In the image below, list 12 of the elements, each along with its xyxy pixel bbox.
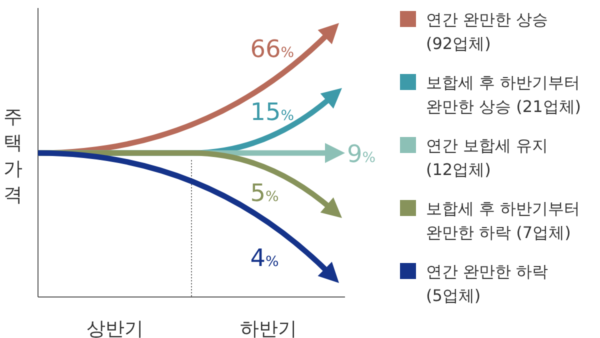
series: 5% — [38, 150, 342, 218]
data-label: 5% — [250, 179, 279, 207]
legend-label: 연간 완만한 상승 (92업체) — [426, 10, 548, 53]
text: 주택가격 — [4, 106, 22, 206]
data-label: 15% — [250, 98, 294, 126]
data-label: 4% — [250, 244, 279, 272]
category-label: 상반기 — [86, 318, 144, 338]
data-label: 9% — [347, 140, 376, 168]
data-label: 66% — [250, 35, 294, 63]
legend-label: 연간 완만한 하락 (5업체) — [426, 262, 548, 305]
category-label: 하반기 — [240, 318, 297, 338]
legend-label: 연간 보합세 유지 (12업체) — [426, 136, 548, 179]
